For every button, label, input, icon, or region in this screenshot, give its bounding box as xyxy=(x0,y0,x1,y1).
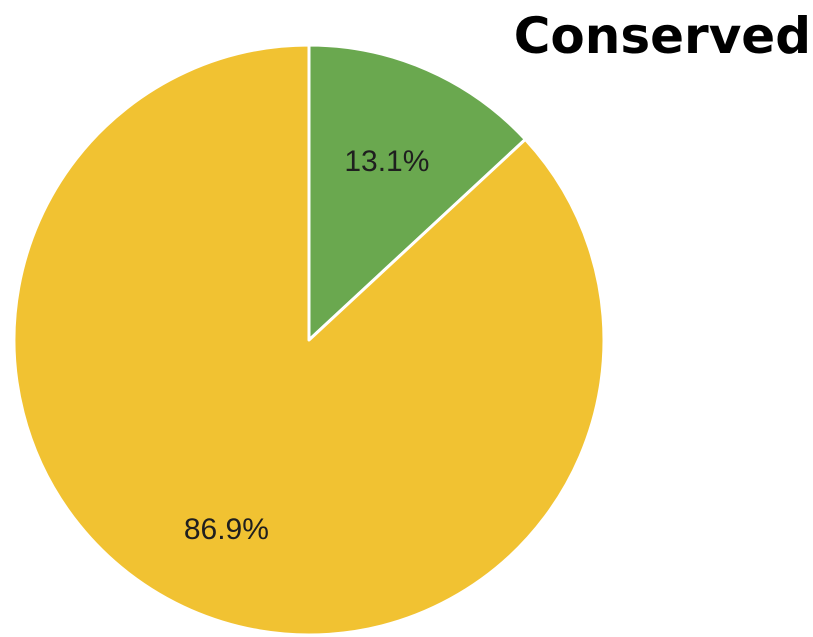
pie-slice-1-label: 13.1% xyxy=(344,145,429,178)
pie-slice-2-label: 86.9% xyxy=(184,513,269,546)
pie-slice-2 xyxy=(12,43,606,637)
chart-title: Conserved xyxy=(513,7,811,65)
slices-layer xyxy=(12,43,606,637)
pie-slice-1 xyxy=(307,43,527,342)
slice-labels-layer: 13.1% 86.9% xyxy=(184,145,430,546)
